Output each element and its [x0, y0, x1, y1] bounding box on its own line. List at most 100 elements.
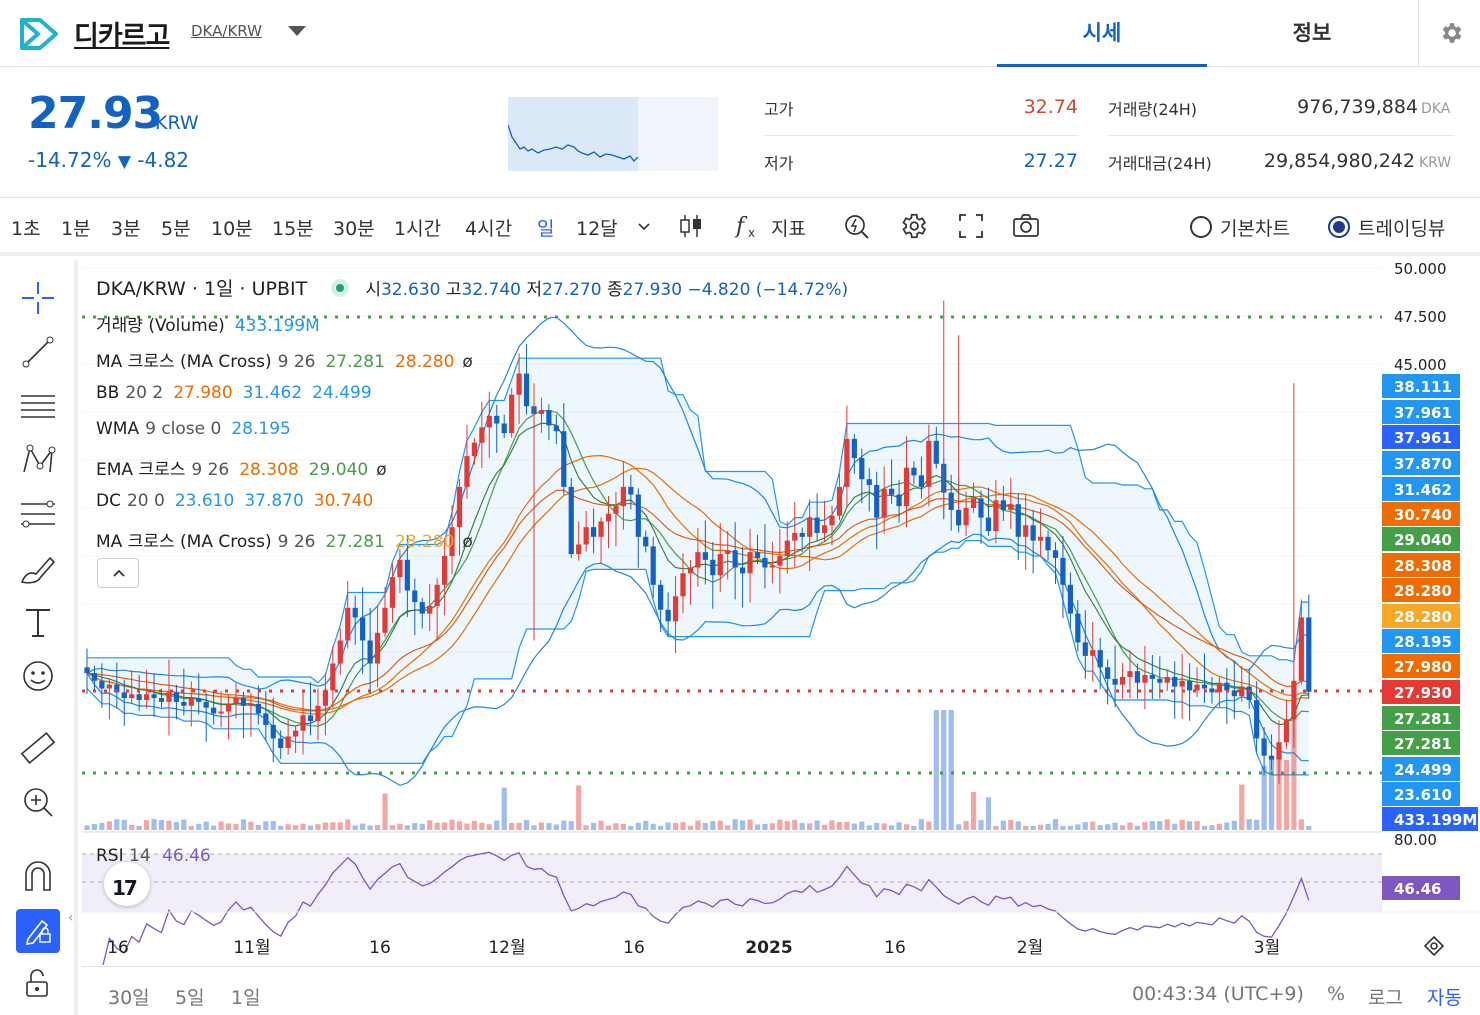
indicator-params: 20 0: [126, 491, 165, 511]
timeframe-1m[interactable]: 1분: [61, 218, 91, 240]
camera-icon[interactable]: [1011, 211, 1041, 241]
timeframe-15m[interactable]: 15분: [272, 218, 314, 240]
candle-body: [367, 640, 373, 664]
volume-bar: [918, 819, 924, 830]
settings-button[interactable]: [1418, 0, 1480, 67]
tab-info[interactable]: 정보: [1292, 21, 1332, 45]
horizontal-lines-icon[interactable]: [18, 386, 58, 426]
candle-body: [538, 410, 545, 414]
text-icon[interactable]: [18, 602, 58, 642]
indicator-legend-row[interactable]: 거래량 (Volume) 433.199M: [96, 311, 320, 336]
price-label-bg: [1382, 706, 1460, 730]
timeframe-3m[interactable]: 3분: [111, 218, 141, 240]
fullscreen-icon[interactable]: [956, 211, 986, 241]
volume-bar: [687, 825, 694, 830]
indicator-legend-row[interactable]: MA 크로스 (MA Cross) 9 26 27.281 28.280 ø: [96, 527, 473, 552]
clock[interactable]: 00:43:34 (UTC+9): [1132, 983, 1304, 1005]
range-5d[interactable]: 5일: [175, 987, 205, 1009]
candle-body: [1172, 676, 1178, 687]
timeframe-30m[interactable]: 30분: [333, 218, 375, 240]
candle-body: [1097, 650, 1103, 668]
indicator-legend-row[interactable]: BB 20 2 27.980 31.462 24.499: [96, 383, 372, 403]
price-label-bg: [1382, 451, 1460, 475]
candle-body: [1082, 642, 1088, 656]
ruler-icon[interactable]: [18, 728, 58, 768]
timeframe-5m[interactable]: 5분: [161, 218, 191, 240]
timeframe-12mo[interactable]: 12달: [576, 218, 618, 240]
radio-tradingview[interactable]: [1328, 216, 1350, 238]
timeframe-4h[interactable]: 4시간: [465, 218, 513, 240]
volume-bar: [1082, 822, 1088, 830]
main-chart[interactable]: 50.000 47.500 45.000 80.00 38.111 37.961 37.96…: [82, 260, 1480, 965]
percent-toggle[interactable]: %: [1327, 983, 1346, 1005]
indicator-value: 29.040: [308, 460, 369, 480]
side-collapse-icon[interactable]: ‹: [68, 910, 74, 926]
price-label-bg: [1382, 654, 1460, 678]
indicator-legend-row[interactable]: EMA 크로스 9 26 28.308 29.040 ø: [96, 455, 387, 480]
volume-bar: [695, 820, 701, 830]
candle-type-icon[interactable]: [676, 211, 706, 241]
basic-chart-label[interactable]: 기본차트: [1220, 218, 1290, 240]
coin-name[interactable]: 디카르고: [74, 21, 170, 52]
candle-body: [315, 705, 321, 722]
rsi-label-bg: [1382, 876, 1460, 900]
settings-diamond-icon[interactable]: [1422, 934, 1446, 958]
gear-icon[interactable]: [898, 211, 928, 241]
rsi-params: 14: [129, 846, 151, 866]
indicator-params: 9 26: [277, 352, 316, 372]
indicator-legend-row[interactable]: WMA 9 close 0 28.195: [96, 419, 291, 439]
volume-bar: [211, 825, 217, 830]
fib-icon[interactable]: [18, 494, 58, 534]
price-label-bg: [1382, 731, 1460, 755]
candle-body: [821, 525, 828, 533]
volume-bar: [389, 825, 396, 830]
price-change: -14.72% ▼ -4.82: [28, 148, 189, 172]
zoom-in-icon[interactable]: [18, 782, 58, 822]
volume-bar: [129, 824, 135, 830]
market-pair[interactable]: DKA/KRW: [191, 22, 262, 40]
tradingview-label[interactable]: 트레이딩뷰: [1358, 218, 1446, 240]
timeframe-1h[interactable]: 1시간: [394, 218, 442, 240]
volume-bar: [1268, 756, 1275, 830]
volume-bar: [516, 822, 522, 830]
timeframe-10m[interactable]: 10분: [211, 218, 253, 240]
volume-bar: [1142, 822, 1148, 830]
brush-icon[interactable]: [18, 548, 58, 588]
range-30d[interactable]: 30일: [108, 987, 150, 1009]
price-label: 37.870: [1394, 455, 1452, 473]
alert-icon[interactable]: [842, 211, 872, 241]
indicator-value: 28.280: [394, 532, 455, 552]
price-label-bg: [1382, 578, 1460, 602]
legend-symbol: DKA/KRW · 1일 · UPBIT: [96, 278, 308, 300]
hide-icon[interactable]: ø: [462, 532, 473, 552]
crosshair-icon[interactable]: [18, 278, 58, 318]
chart-toolbar: [0, 198, 1480, 256]
radio-basic-chart[interactable]: [1190, 216, 1212, 238]
tradingview-logo-icon[interactable]: 17: [104, 862, 150, 906]
chevron-down-icon[interactable]: [636, 221, 652, 233]
lock-drawing-button[interactable]: [16, 909, 60, 953]
tab-price[interactable]: 시세: [997, 0, 1207, 67]
range-1d[interactable]: 1일: [231, 987, 261, 1009]
candle-body: [307, 715, 314, 722]
unlock-icon[interactable]: [18, 964, 58, 1004]
chevron-down-icon[interactable]: [288, 26, 306, 36]
collapse-legend-button[interactable]: [97, 558, 139, 588]
log-toggle[interactable]: 로그: [1368, 987, 1403, 1009]
auto-toggle[interactable]: 자동: [1427, 987, 1462, 1009]
magnet-icon[interactable]: [18, 856, 58, 896]
trend-line-icon[interactable]: [18, 332, 58, 372]
timeframe-1d[interactable]: 일: [537, 218, 555, 240]
volume-bar: [404, 825, 410, 830]
hide-icon[interactable]: ø: [462, 352, 473, 372]
indicator-legend-row[interactable]: MA 크로스 (MA Cross) 9 26 27.281 28.280 ø: [96, 347, 473, 372]
indicator-button[interactable]: 지표: [771, 218, 806, 240]
timeframe-1s[interactable]: 1초: [11, 218, 41, 240]
emoji-icon[interactable]: [18, 656, 58, 696]
indicator-legend-row[interactable]: DC 20 0 23.610 37.870 30.740: [96, 491, 373, 511]
volume-bar: [851, 823, 857, 830]
hide-icon[interactable]: ø: [376, 460, 387, 480]
pattern-icon[interactable]: [18, 440, 58, 480]
candle-body: [91, 673, 98, 681]
